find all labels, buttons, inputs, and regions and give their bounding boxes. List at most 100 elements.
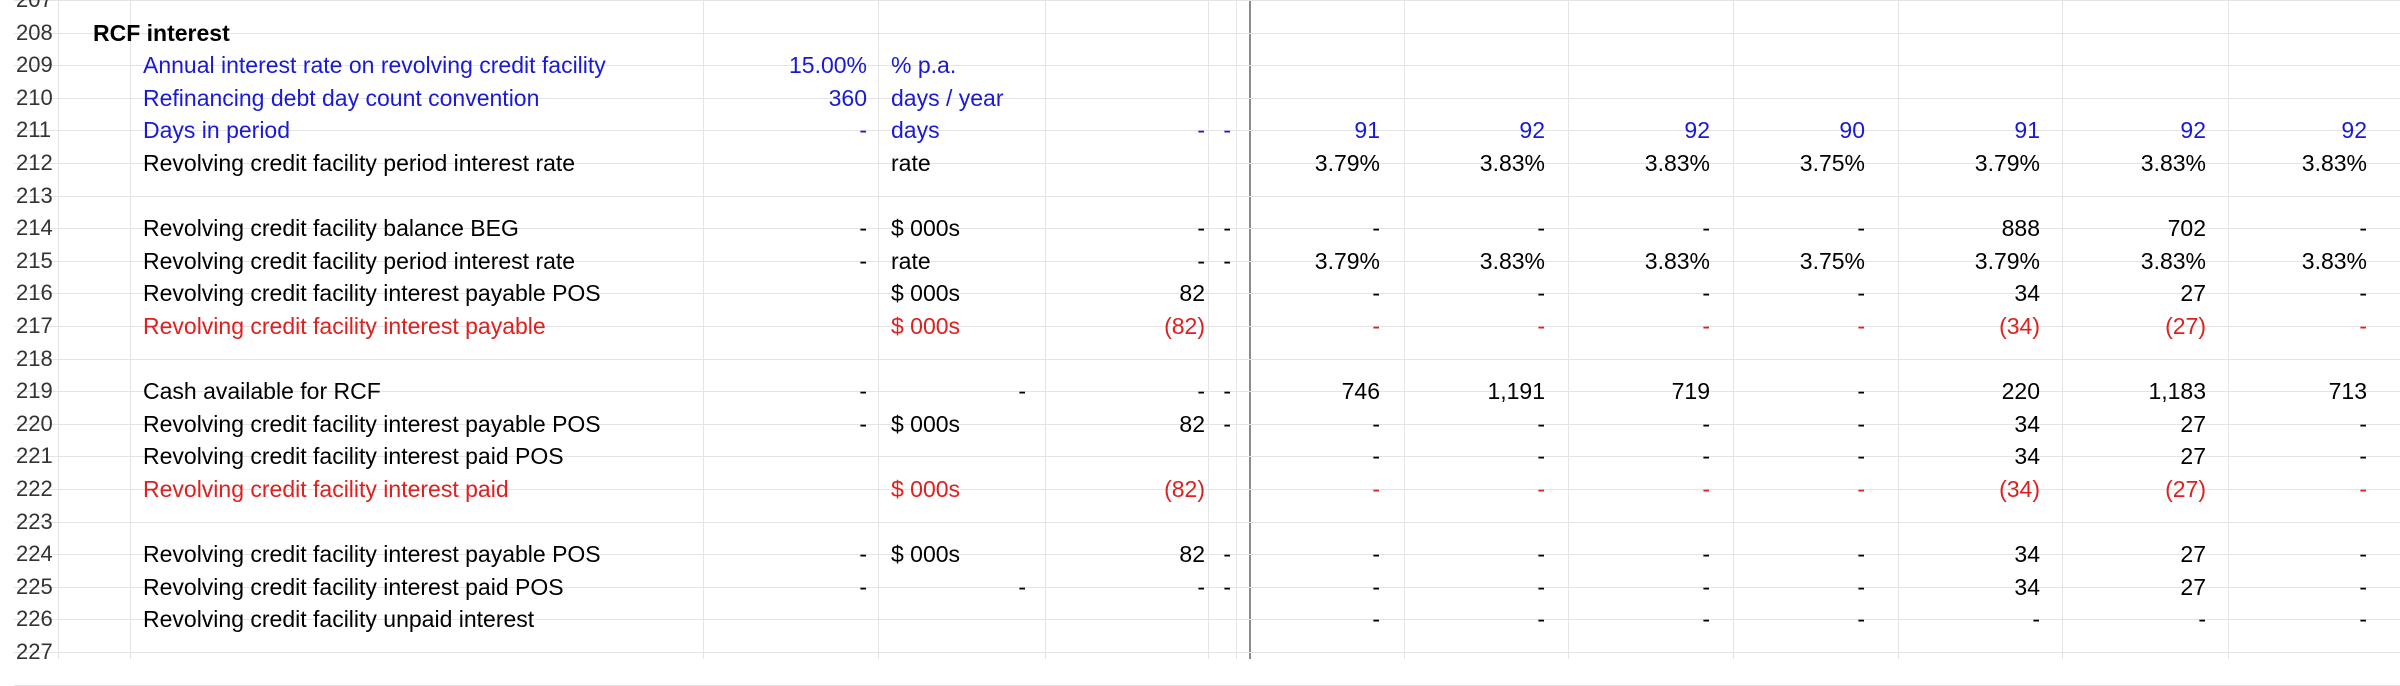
period-value-cell[interactable]: - bbox=[1537, 411, 1545, 437]
period-value-cell[interactable]: - bbox=[1537, 443, 1545, 469]
input-value-cell[interactable]: - bbox=[859, 215, 867, 241]
unit-cell[interactable]: % p.a. bbox=[891, 52, 957, 78]
input-value-cell[interactable]: - bbox=[859, 574, 867, 600]
unit-cell[interactable]: days / year bbox=[891, 85, 1004, 111]
row-number[interactable]: 219 bbox=[16, 378, 53, 403]
period-value-cell[interactable]: - bbox=[1372, 476, 1380, 502]
total-cell[interactable]: 82 bbox=[1179, 541, 1205, 567]
period-value-cell[interactable]: 746 bbox=[1341, 378, 1380, 404]
period-value-cell[interactable]: 27 bbox=[2180, 443, 2206, 469]
unit-cell[interactable]: $ 000s bbox=[891, 541, 961, 567]
period-value-cell[interactable]: - bbox=[1702, 476, 1710, 502]
period-value-cell[interactable]: 34 bbox=[2014, 574, 2040, 600]
row-number[interactable]: 227 bbox=[16, 639, 53, 664]
period-value-cell[interactable]: - bbox=[1537, 280, 1545, 306]
row-label[interactable]: Revolving credit facility interest paid … bbox=[143, 574, 564, 600]
period-value-cell[interactable]: - bbox=[1537, 215, 1545, 241]
value-cell[interactable]: - bbox=[1223, 574, 1231, 600]
period-value-cell[interactable]: - bbox=[2032, 606, 2040, 632]
row-number[interactable]: 218 bbox=[16, 346, 53, 371]
period-value-cell[interactable]: - bbox=[1702, 411, 1710, 437]
row-label[interactable]: Revolving credit facility interest paid … bbox=[143, 443, 564, 469]
period-value-cell[interactable]: - bbox=[1537, 574, 1545, 600]
period-value-cell[interactable]: 91 bbox=[1354, 117, 1380, 143]
period-value-cell[interactable]: 3.83% bbox=[2140, 150, 2206, 176]
row-label[interactable]: Revolving credit facility interest payab… bbox=[143, 541, 601, 567]
value-cell[interactable]: - bbox=[1223, 117, 1231, 143]
row-number[interactable]: 225 bbox=[16, 574, 53, 599]
total-cell[interactable]: 82 bbox=[1179, 411, 1205, 437]
unit-cell[interactable]: $ 000s bbox=[891, 476, 961, 502]
row-number[interactable]: 214 bbox=[16, 215, 53, 240]
period-value-cell[interactable]: - bbox=[1702, 606, 1710, 632]
period-value-cell[interactable]: 34 bbox=[2014, 411, 2040, 437]
period-value-cell[interactable]: 34 bbox=[2014, 541, 2040, 567]
period-value-cell[interactable]: (27) bbox=[2165, 313, 2206, 339]
section-title[interactable]: RCF interest bbox=[93, 20, 230, 46]
value-cell[interactable]: - bbox=[1223, 411, 1231, 437]
row-label[interactable]: Revolving credit facility period interes… bbox=[143, 248, 576, 274]
period-value-cell[interactable]: 1,191 bbox=[1487, 378, 1545, 404]
value-cell[interactable]: - bbox=[1223, 378, 1231, 404]
period-value-cell[interactable]: 90 bbox=[1839, 117, 1865, 143]
period-value-cell[interactable]: 3.83% bbox=[1479, 248, 1545, 274]
row-label[interactable]: Revolving credit facility period interes… bbox=[143, 150, 576, 176]
period-value-cell[interactable]: - bbox=[1857, 476, 1865, 502]
input-value-cell[interactable]: - bbox=[859, 117, 867, 143]
total-cell[interactable]: - bbox=[1197, 215, 1205, 241]
row-number[interactable]: 217 bbox=[16, 313, 53, 338]
period-value-cell[interactable]: 3.79% bbox=[1314, 150, 1380, 176]
period-value-cell[interactable]: 92 bbox=[1684, 117, 1710, 143]
unit-cell[interactable]: $ 000s bbox=[891, 280, 961, 306]
period-value-cell[interactable]: 3.75% bbox=[1799, 150, 1865, 176]
period-value-cell[interactable]: - bbox=[1537, 476, 1545, 502]
period-value-cell[interactable]: 702 bbox=[2167, 215, 2206, 241]
period-value-cell[interactable]: - bbox=[1372, 541, 1380, 567]
period-value-cell[interactable]: 3.83% bbox=[2301, 248, 2367, 274]
period-value-cell[interactable]: - bbox=[1857, 541, 1865, 567]
row-number[interactable]: 223 bbox=[16, 509, 53, 534]
period-value-cell[interactable]: 3.83% bbox=[1644, 248, 1710, 274]
period-value-cell[interactable]: 3.83% bbox=[1644, 150, 1710, 176]
total-cell[interactable]: - bbox=[1197, 117, 1205, 143]
period-value-cell[interactable]: - bbox=[1857, 378, 1865, 404]
period-value-cell[interactable]: - bbox=[1857, 606, 1865, 632]
period-value-cell[interactable]: - bbox=[2359, 313, 2367, 339]
unit-cell[interactable]: $ 000s bbox=[891, 411, 961, 437]
row-number[interactable]: 221 bbox=[16, 443, 53, 468]
period-value-cell[interactable]: 1,183 bbox=[2148, 378, 2206, 404]
period-value-cell[interactable]: - bbox=[1372, 606, 1380, 632]
period-value-cell[interactable]: - bbox=[1537, 541, 1545, 567]
period-value-cell[interactable]: 713 bbox=[2328, 378, 2367, 404]
row-number[interactable]: 210 bbox=[16, 85, 53, 110]
period-value-cell[interactable]: - bbox=[1857, 280, 1865, 306]
period-value-cell[interactable]: 92 bbox=[2341, 117, 2367, 143]
period-value-cell[interactable]: - bbox=[1702, 541, 1710, 567]
value-cell[interactable]: - bbox=[1223, 215, 1231, 241]
row-number[interactable]: 226 bbox=[16, 606, 53, 631]
row-label[interactable]: Revolving credit facility balance BEG bbox=[143, 215, 519, 241]
period-value-cell[interactable]: - bbox=[1857, 215, 1865, 241]
period-value-cell[interactable]: 220 bbox=[2001, 378, 2040, 404]
period-value-cell[interactable]: - bbox=[1702, 574, 1710, 600]
row-number[interactable]: 211 bbox=[16, 117, 52, 142]
freeze-pane-divider[interactable] bbox=[1249, 0, 1251, 659]
unit-cell[interactable]: rate bbox=[891, 150, 931, 176]
row-number[interactable]: 224 bbox=[16, 541, 53, 566]
period-value-cell[interactable]: - bbox=[2198, 606, 2206, 632]
unit-cell[interactable]: $ 000s bbox=[891, 313, 961, 339]
period-value-cell[interactable]: 3.83% bbox=[1479, 150, 1545, 176]
input-value-cell[interactable]: - bbox=[859, 248, 867, 274]
period-value-cell[interactable]: 888 bbox=[2001, 215, 2040, 241]
row-number[interactable]: 216 bbox=[16, 280, 53, 305]
period-value-cell[interactable]: - bbox=[1372, 215, 1380, 241]
input-value-cell[interactable]: 15.00% bbox=[788, 52, 867, 78]
period-value-cell[interactable]: - bbox=[1857, 574, 1865, 600]
period-value-cell[interactable]: - bbox=[1702, 280, 1710, 306]
period-value-cell[interactable]: 3.79% bbox=[1974, 150, 2040, 176]
row-label[interactable]: Revolving credit facility interest paid bbox=[143, 476, 509, 502]
row-number[interactable]: 220 bbox=[16, 411, 53, 436]
period-value-cell[interactable]: - bbox=[1372, 280, 1380, 306]
unit-cell[interactable]: days bbox=[891, 117, 940, 143]
period-value-cell[interactable]: 27 bbox=[2180, 411, 2206, 437]
